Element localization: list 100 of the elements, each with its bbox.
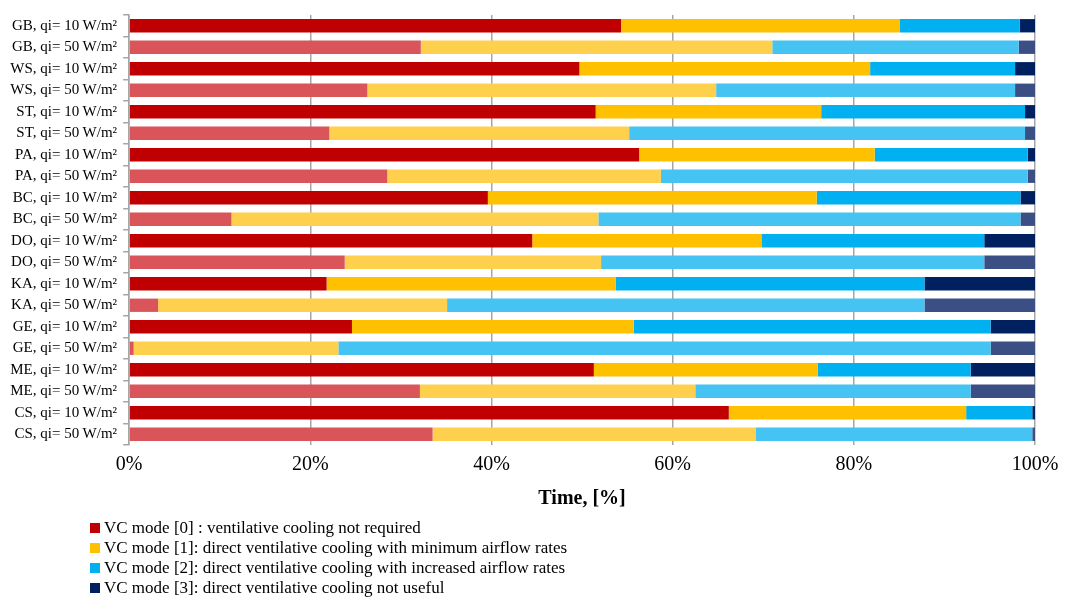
bar xyxy=(129,363,594,377)
bar xyxy=(615,277,925,291)
bar xyxy=(129,83,368,97)
bar xyxy=(874,148,1028,162)
bar xyxy=(579,62,871,76)
bar xyxy=(432,427,756,441)
bar xyxy=(129,255,345,269)
bar xyxy=(900,19,1020,33)
bar xyxy=(487,191,817,205)
x-tick-label: 100% xyxy=(1011,452,1059,475)
bar xyxy=(129,169,388,183)
y-tick-label: GB, qi= 50 W/m² xyxy=(11,38,118,55)
bar xyxy=(924,298,1035,312)
legend-label: VC mode [2]: direct ventilative cooling with increased airflow rates xyxy=(104,558,566,578)
bar xyxy=(1020,191,1035,205)
bar xyxy=(1027,148,1035,162)
bar xyxy=(772,40,1019,54)
bar xyxy=(351,320,634,334)
bar xyxy=(821,105,1026,119)
bar xyxy=(629,126,1026,140)
bar xyxy=(129,277,327,291)
bar xyxy=(728,406,967,420)
bar xyxy=(1019,19,1035,33)
bar xyxy=(129,148,640,162)
bar xyxy=(621,19,901,33)
bar xyxy=(1025,105,1035,119)
legend-label: VC mode [1]: direct ventilative cooling with minimum airflow rates xyxy=(104,538,568,558)
bar xyxy=(595,105,822,119)
y-tick-label: DO, qi= 10 W/m² xyxy=(11,231,118,248)
x-tick-label: 60% xyxy=(654,452,691,475)
bar xyxy=(601,255,985,269)
bar xyxy=(755,427,1033,441)
x-tick-label: 40% xyxy=(473,452,510,475)
y-tick-label: PA, qi= 50 W/m² xyxy=(14,167,118,184)
bar xyxy=(716,83,1016,97)
bar xyxy=(338,341,991,355)
bar xyxy=(129,341,134,355)
x-tick-label: 20% xyxy=(291,452,329,475)
x-tick-label: 0% xyxy=(115,452,143,475)
bar xyxy=(129,62,580,76)
y-tick-label: GE, qi= 10 W/m² xyxy=(12,317,118,334)
bar xyxy=(387,169,661,183)
bar xyxy=(326,277,616,291)
bar xyxy=(1032,406,1035,420)
bar xyxy=(129,406,729,420)
y-tick-label: CS, qi= 10 W/m² xyxy=(14,403,118,420)
bar xyxy=(761,234,985,248)
bar xyxy=(966,406,1033,420)
bar xyxy=(1015,62,1035,76)
bar xyxy=(984,255,1035,269)
bar xyxy=(1025,126,1035,140)
y-tick-label: DO, qi= 50 W/m² xyxy=(11,253,118,270)
y-tick-label: ST, qi= 10 W/m² xyxy=(16,102,118,119)
bar xyxy=(990,341,1035,355)
bar xyxy=(1020,212,1035,226)
bar xyxy=(633,320,991,334)
x-axis-title: Time, [%] xyxy=(538,486,626,509)
bar xyxy=(419,384,696,398)
bar xyxy=(639,148,875,162)
y-tick-label: PA, qi= 10 W/m² xyxy=(14,145,118,162)
bar xyxy=(129,234,533,248)
y-tick-label: BC, qi= 10 W/m² xyxy=(12,188,118,205)
bar xyxy=(660,169,1028,183)
bar xyxy=(1027,169,1035,183)
y-tick-label: KA, qi= 10 W/m² xyxy=(11,274,118,291)
bar xyxy=(129,320,352,334)
bar xyxy=(593,363,818,377)
bar xyxy=(231,212,599,226)
bar xyxy=(447,298,925,312)
y-tick-label: KA, qi= 50 W/m² xyxy=(11,296,118,313)
y-tick-label: WS, qi= 50 W/m² xyxy=(10,81,118,98)
bar xyxy=(984,234,1035,248)
y-tick-label: CS, qi= 50 W/m² xyxy=(14,425,118,442)
bar xyxy=(924,277,1035,291)
bar xyxy=(129,126,330,140)
legend-label: VC mode [0] : ventilative cooling not required xyxy=(104,518,421,538)
bar xyxy=(598,212,1021,226)
y-tick-label: BC, qi= 50 W/m² xyxy=(12,210,118,227)
bar xyxy=(129,105,596,119)
bar xyxy=(420,40,773,54)
y-tick-label: GB, qi= 10 W/m² xyxy=(11,16,118,33)
y-tick-label: WS, qi= 10 W/m² xyxy=(10,59,118,76)
bar xyxy=(367,83,717,97)
y-tick-label: GE, qi= 50 W/m² xyxy=(12,339,118,356)
bar xyxy=(970,363,1035,377)
bar xyxy=(129,298,159,312)
y-tick-label: ME, qi= 50 W/m² xyxy=(10,382,118,399)
bar xyxy=(329,126,630,140)
bar xyxy=(970,384,1035,398)
bar xyxy=(532,234,762,248)
y-tick-label: ST, qi= 50 W/m² xyxy=(16,124,118,141)
bar xyxy=(129,212,232,226)
bar xyxy=(1032,427,1035,441)
x-tick-label: 80% xyxy=(835,452,873,475)
bar xyxy=(129,427,433,441)
bar xyxy=(695,384,971,398)
bar xyxy=(344,255,602,269)
bar xyxy=(816,191,1021,205)
bar xyxy=(133,341,339,355)
bar xyxy=(817,363,971,377)
